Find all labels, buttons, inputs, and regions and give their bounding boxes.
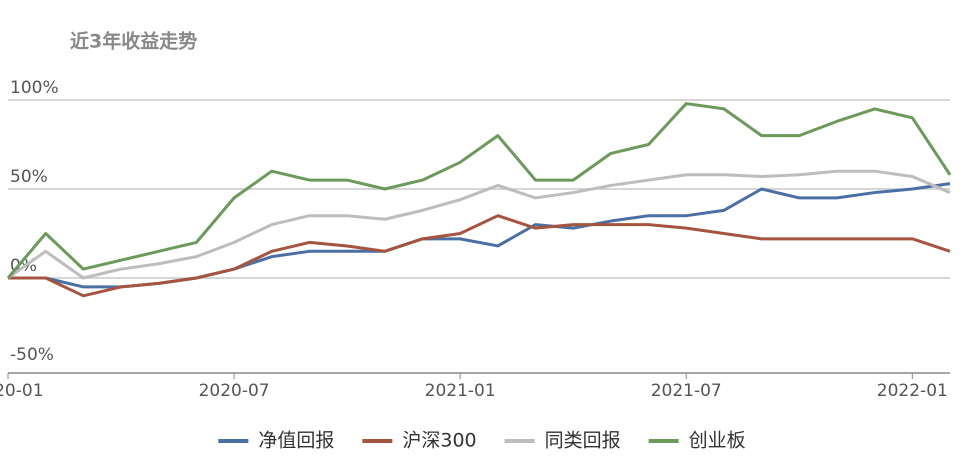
legend-label: 创业板 xyxy=(689,430,746,452)
y-tick-label: -50% xyxy=(10,345,54,365)
x-tick-label: 2020-01 xyxy=(0,381,44,401)
series-line xyxy=(8,182,951,289)
x-tick-label: 2022-01 xyxy=(877,381,948,401)
series-line xyxy=(8,214,951,298)
x-tick-label: 2021-07 xyxy=(651,381,722,401)
series-line xyxy=(7,169,951,280)
legend-label: 净值回报 xyxy=(258,430,334,452)
chart-title: 近3年收益走势 xyxy=(70,30,197,53)
legend-label: 同类回报 xyxy=(545,430,621,452)
y-tick-label: 100% xyxy=(10,78,59,98)
x-tick-label: 2020-07 xyxy=(199,381,270,401)
x-tick-label: 2021-01 xyxy=(425,381,496,401)
y-tick-label: 50% xyxy=(10,167,48,187)
legend-label: 沪深300 xyxy=(402,430,476,452)
series-line xyxy=(6,102,952,279)
